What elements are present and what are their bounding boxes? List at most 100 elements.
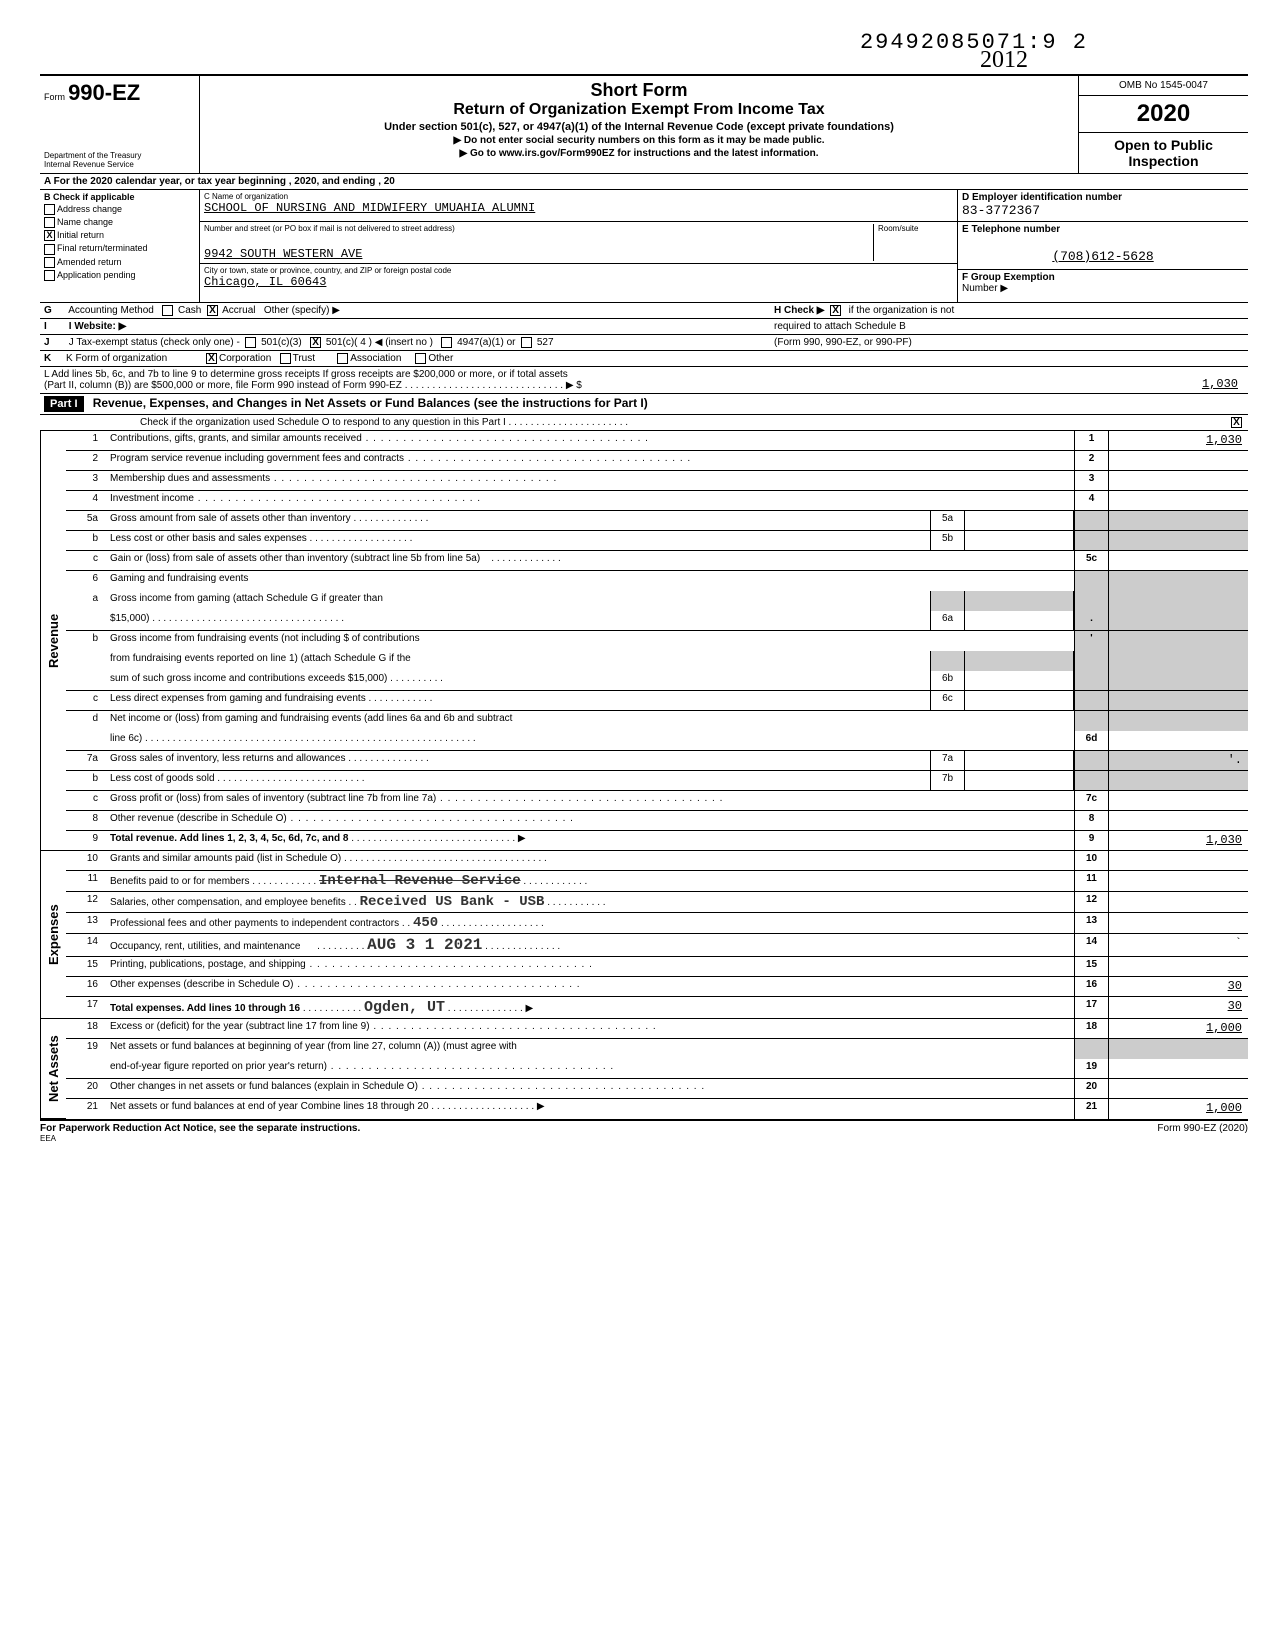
- street-address: 9942 SOUTH WESTERN AVE: [204, 247, 873, 261]
- org-name: SCHOOL OF NURSING AND MIDWIFERY UMUAHIA …: [204, 201, 953, 215]
- line-15-desc: Printing, publications, postage, and shi…: [106, 957, 1074, 976]
- line-5c-val: [1108, 551, 1248, 570]
- label-527: 527: [537, 337, 554, 348]
- irs-label: Internal Revenue Service: [44, 160, 195, 169]
- line-7c-desc: Gross profit or (loss) from sales of inv…: [106, 791, 1074, 810]
- part-1-title: Revenue, Expenses, and Changes in Net As…: [93, 396, 648, 410]
- room-label: Room/suite: [878, 224, 953, 233]
- open-public-label: Open to Public: [1083, 137, 1244, 153]
- other-specify-label: Other (specify) ▶: [264, 305, 340, 316]
- city-state-zip: Chicago, IL 60643: [204, 275, 953, 289]
- label-amended: Amended return: [57, 257, 122, 267]
- form-org-label: K Form of organization: [66, 353, 206, 364]
- eea-label: EEA: [40, 1134, 360, 1143]
- section-c-name-label: C Name of organization: [204, 192, 953, 201]
- line-l-text2: (Part II, column (B)) are $500,000 or mo…: [44, 380, 1104, 391]
- instruction-url: ▶ Go to www.irs.gov/Form990EZ for instru…: [208, 148, 1070, 159]
- line-17-desc: Total expenses. Add lines 10 through 16 …: [106, 997, 1074, 1018]
- checkbox-527[interactable]: [521, 337, 532, 348]
- line-l-row: L Add lines 5b, 6c, and 7b to line 9 to …: [40, 367, 1248, 394]
- checkbox-initial-return[interactable]: X: [44, 230, 55, 241]
- expenses-side-label: Expenses: [40, 851, 66, 1019]
- line-7b-desc: Less cost of goods sold . . . . . . . . …: [106, 771, 930, 790]
- checkbox-4947[interactable]: [441, 337, 452, 348]
- checkbox-trust[interactable]: [280, 353, 291, 364]
- checkbox-501c[interactable]: X: [310, 337, 321, 348]
- part-1-header: Part I Revenue, Expenses, and Changes in…: [40, 394, 1248, 415]
- line-k-label: K: [44, 353, 66, 364]
- title-short-form: Short Form: [208, 80, 1070, 101]
- checkbox-application-pending[interactable]: [44, 270, 55, 281]
- checkbox-final-return[interactable]: [44, 244, 55, 255]
- checkbox-association[interactable]: [337, 353, 348, 364]
- label-application-pending: Application pending: [57, 270, 136, 280]
- line-9-desc: Total revenue. Add lines 1, 2, 3, 4, 5c,…: [106, 831, 1074, 850]
- line-8-desc: Other revenue (describe in Schedule O): [106, 811, 1074, 830]
- line-19-desc: Net assets or fund balances at beginning…: [106, 1039, 1074, 1059]
- line-21-desc: Net assets or fund balances at end of ye…: [106, 1099, 1074, 1119]
- checkbox-accrual[interactable]: X: [207, 305, 218, 316]
- checkbox-cash[interactable]: [162, 305, 173, 316]
- checkbox-501c3[interactable]: [245, 337, 256, 348]
- line-5b-desc: Less cost or other basis and sales expen…: [106, 531, 930, 550]
- line-5c-desc: Gain or (loss) from sale of assets other…: [106, 551, 1074, 570]
- part-1-label: Part I: [44, 396, 84, 412]
- line-g-label: G: [44, 305, 66, 316]
- corp-label: Corporation: [219, 353, 271, 364]
- line-6b-desc2: from fundraising events reported on line…: [106, 651, 930, 671]
- line-4-desc: Investment income: [106, 491, 1074, 510]
- line-3-desc: Membership dues and assessments: [106, 471, 1074, 490]
- line-j-label: J: [44, 337, 66, 348]
- label-501c: 501(c)( 4 ) ◀ (insert no ): [326, 337, 433, 348]
- label-4947: 4947(a)(1) or: [457, 337, 515, 348]
- section-f-label: F Group Exemption: [962, 272, 1244, 283]
- line-h-text1: if the organization is not: [849, 305, 955, 316]
- line-l-value: 1,030: [1104, 377, 1244, 391]
- checkbox-address-change[interactable]: [44, 204, 55, 215]
- assoc-label: Association: [350, 353, 401, 364]
- checkbox-corporation[interactable]: X: [206, 353, 217, 364]
- line-18-val: 1,000: [1108, 1019, 1248, 1038]
- stamp-date: AUG 3 1 2021: [367, 936, 482, 954]
- netassets-section: Net Assets 18Excess or (deficit) for the…: [40, 1019, 1248, 1121]
- line-h-text3: (Form 990, 990-EZ, or 990-PF): [774, 337, 912, 348]
- stamp-ogden: Ogden, UT: [364, 999, 445, 1016]
- checkbox-schedule-o[interactable]: X: [1231, 417, 1242, 428]
- page-footer: For Paperwork Reduction Act Notice, see …: [40, 1121, 1248, 1143]
- line-1-val: 1,030: [1108, 431, 1248, 450]
- checkbox-other-org[interactable]: [415, 353, 426, 364]
- section-bcdef: B Check if applicable Address change Nam…: [40, 190, 1248, 303]
- label-501c3: 501(c)(3): [261, 337, 302, 348]
- netassets-side-label: Net Assets: [40, 1019, 66, 1119]
- checkbox-name-change[interactable]: [44, 217, 55, 228]
- line-6a-desc2: $15,000) . . . . . . . . . . . . . . . .…: [106, 611, 930, 630]
- trust-label: Trust: [293, 353, 315, 364]
- checkbox-h-schedule-b[interactable]: X: [830, 305, 841, 316]
- line-20-desc: Other changes in net assets or fund bala…: [106, 1079, 1074, 1098]
- section-f-sublabel: Number ▶: [962, 283, 1244, 294]
- line-8-val: [1108, 811, 1248, 830]
- line-7a-desc: Gross sales of inventory, less returns a…: [106, 751, 930, 770]
- section-b-label: B Check if applicable: [44, 192, 195, 202]
- paperwork-notice: For Paperwork Reduction Act Notice, see …: [40, 1123, 360, 1134]
- line-14-desc: Occupancy, rent, utilities, and maintena…: [106, 934, 1074, 956]
- website-label: I Website: ▶: [69, 321, 127, 332]
- line-h-text2: required to attach Schedule B: [774, 321, 906, 332]
- phone-value: (708)612-5628: [962, 249, 1244, 264]
- checkbox-amended[interactable]: [44, 257, 55, 268]
- line-6d-desc: Net income or (loss) from gaming and fun…: [106, 711, 1074, 731]
- line-3-val: [1108, 471, 1248, 490]
- subtitle-501c: Under section 501(c), 527, or 4947(a)(1)…: [208, 121, 1070, 133]
- stamp-irs: Internal Revenue Service: [319, 873, 521, 889]
- line-4-val: [1108, 491, 1248, 510]
- line-21-val: 1,000: [1108, 1099, 1248, 1119]
- line-9-val: 1,030: [1108, 831, 1248, 850]
- line-6-desc: Gaming and fundraising events: [106, 571, 1074, 591]
- line-j-row: J J Tax-exempt status (check only one) -…: [40, 335, 1248, 351]
- dept-treasury: Department of the Treasury: [44, 151, 195, 160]
- form-footer-right: Form 990-EZ (2020): [1157, 1123, 1248, 1143]
- omb-number: OMB No 1545-0047: [1079, 76, 1248, 96]
- revenue-section: Revenue 1Contributions, gifts, grants, a…: [40, 431, 1248, 851]
- line-1-desc: Contributions, gifts, grants, and simila…: [106, 431, 1074, 450]
- line-13-desc: Professional fees and other payments to …: [106, 913, 1074, 933]
